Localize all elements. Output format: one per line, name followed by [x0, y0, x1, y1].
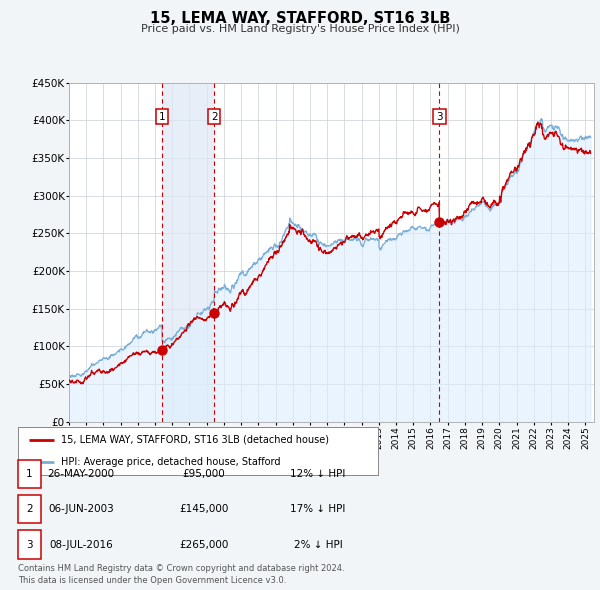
Text: 06-JUN-2003: 06-JUN-2003 [48, 504, 114, 514]
Text: 3: 3 [436, 112, 443, 122]
Text: 12% ↓ HPI: 12% ↓ HPI [290, 469, 346, 478]
Text: 1: 1 [158, 112, 165, 122]
Text: 08-JUL-2016: 08-JUL-2016 [49, 540, 113, 549]
Text: Price paid vs. HM Land Registry's House Price Index (HPI): Price paid vs. HM Land Registry's House … [140, 24, 460, 34]
Text: 2: 2 [26, 504, 33, 514]
Text: 1: 1 [26, 469, 33, 478]
Text: 3: 3 [26, 540, 33, 549]
Text: 17% ↓ HPI: 17% ↓ HPI [290, 504, 346, 514]
Text: 2: 2 [211, 112, 217, 122]
Text: 2% ↓ HPI: 2% ↓ HPI [293, 540, 343, 549]
Text: Contains HM Land Registry data © Crown copyright and database right 2024.
This d: Contains HM Land Registry data © Crown c… [18, 565, 344, 585]
Text: £145,000: £145,000 [179, 504, 229, 514]
Text: 26-MAY-2000: 26-MAY-2000 [47, 469, 115, 478]
Text: 15, LEMA WAY, STAFFORD, ST16 3LB (detached house): 15, LEMA WAY, STAFFORD, ST16 3LB (detach… [61, 435, 329, 445]
Text: £265,000: £265,000 [179, 540, 229, 549]
Bar [162, 83, 214, 422]
Text: HPI: Average price, detached house, Stafford: HPI: Average price, detached house, Staf… [61, 457, 281, 467]
Text: £95,000: £95,000 [182, 469, 226, 478]
Text: 15, LEMA WAY, STAFFORD, ST16 3LB: 15, LEMA WAY, STAFFORD, ST16 3LB [150, 11, 450, 25]
